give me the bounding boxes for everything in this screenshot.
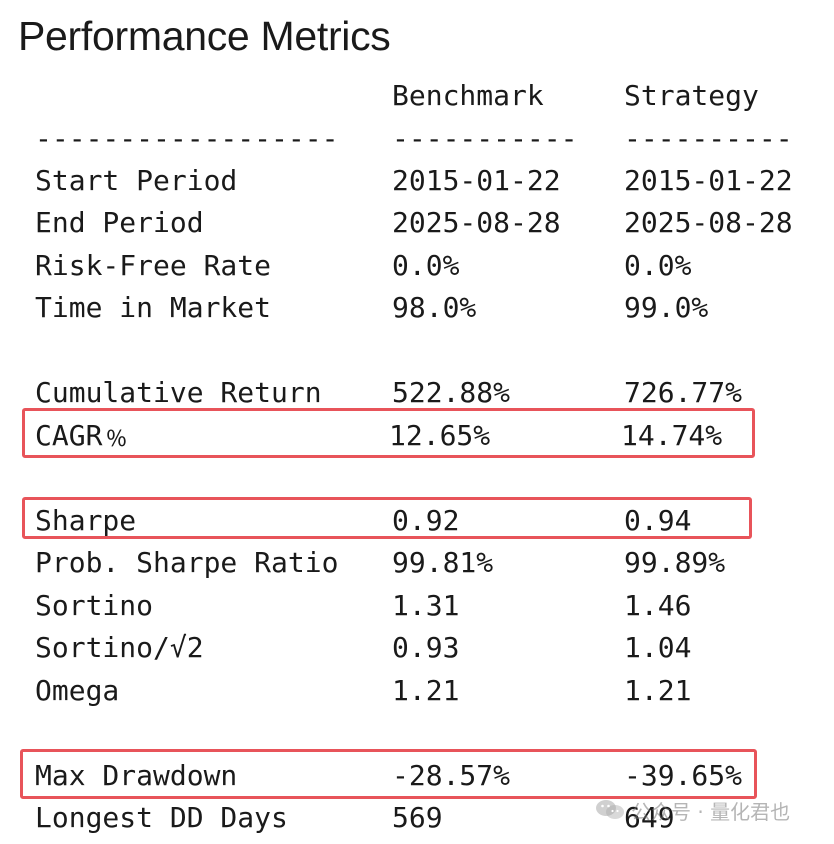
strategy-value: 2025-08-28 [624,206,793,239]
benchmark-value: 2025-08-28 [392,206,561,239]
strategy-value: 1.04 [624,631,692,664]
metric-label: End Period [35,206,204,239]
metric-label: Time in Market [35,291,272,324]
watermark: 公众号 · 量化君也 [595,795,790,825]
strategy-value: 99.0% [624,291,709,324]
highlight-box-max-drawdown [20,749,757,799]
metric-label: Omega [35,674,120,707]
benchmark-value: 0.0% [392,249,460,282]
metric-label: Start Period [35,164,238,197]
benchmark-value: 2015-01-22 [392,164,561,197]
benchmark-value: 98.0% [392,291,477,324]
strategy-value: 0.94 [624,504,692,537]
strategy-value: 726.77% [624,376,743,409]
page-title: Performance Metrics [18,13,391,59]
separator-benchmark: ----------- [392,122,578,155]
metric-label: Longest DD Days [35,801,288,834]
strategy-value: 14.74% [621,419,723,452]
metric-label: Risk-Free Rate [35,249,272,282]
highlight-box-sharpe [22,497,752,539]
benchmark-value: 0.92 [392,504,460,537]
separator-strategy: ---------- [624,122,793,155]
strategy-value: 1.21 [624,674,692,707]
column-header-benchmark: Benchmark [392,79,544,112]
metric-label: Sharpe [35,504,137,537]
metric-label: Cumulative Return [35,376,322,409]
benchmark-value: 99.81% [392,546,494,579]
benchmark-value: 522.88% [392,376,511,409]
strategy-value: 0.0% [624,249,692,282]
metric-label: Prob. Sharpe Ratio [35,546,339,579]
wechat-icon [595,799,625,821]
metric-label: Sortino [35,589,154,622]
metric-label: Max Drawdown [35,759,238,792]
strategy-value: 2015-01-22 [624,164,793,197]
column-header-strategy: Strategy [624,79,759,112]
strategy-value: 99.89% [624,546,726,579]
benchmark-value: 1.21 [392,674,460,707]
separator-metric: ------------------ [35,122,339,155]
benchmark-value: 1.31 [392,589,460,622]
strategy-value: 649 [624,801,675,834]
highlight-box-cagr [22,408,755,458]
strategy-value: -39.65% [624,759,743,792]
watermark-text: 公众号 · 量化君也 [631,799,791,824]
metric-label: CAGR﹪ [35,419,131,452]
benchmark-value: 0.93 [392,631,460,664]
metric-label: Sortino/√2 [35,631,204,664]
strategy-value: 1.46 [624,589,692,622]
benchmark-value: 569 [392,801,443,834]
benchmark-value: -28.57% [392,759,511,792]
benchmark-value: 12.65% [389,419,491,452]
